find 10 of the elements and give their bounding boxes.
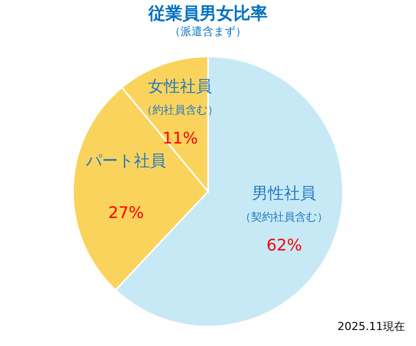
chart-title: 従業員男女比率 [148, 4, 268, 24]
data-label: 62% [266, 236, 302, 255]
data-label: 11% [162, 128, 198, 148]
slice-label: 男性社員 [252, 184, 316, 203]
data-label: 27% [108, 202, 144, 222]
text: 2025.11現在 [338, 320, 405, 333]
text: （約社員含む） [142, 103, 219, 116]
slice-label: パート社員 [85, 150, 166, 170]
chart-subtitle: （派遣含まず） [170, 25, 246, 38]
text: （契約社員含む） [240, 210, 328, 224]
